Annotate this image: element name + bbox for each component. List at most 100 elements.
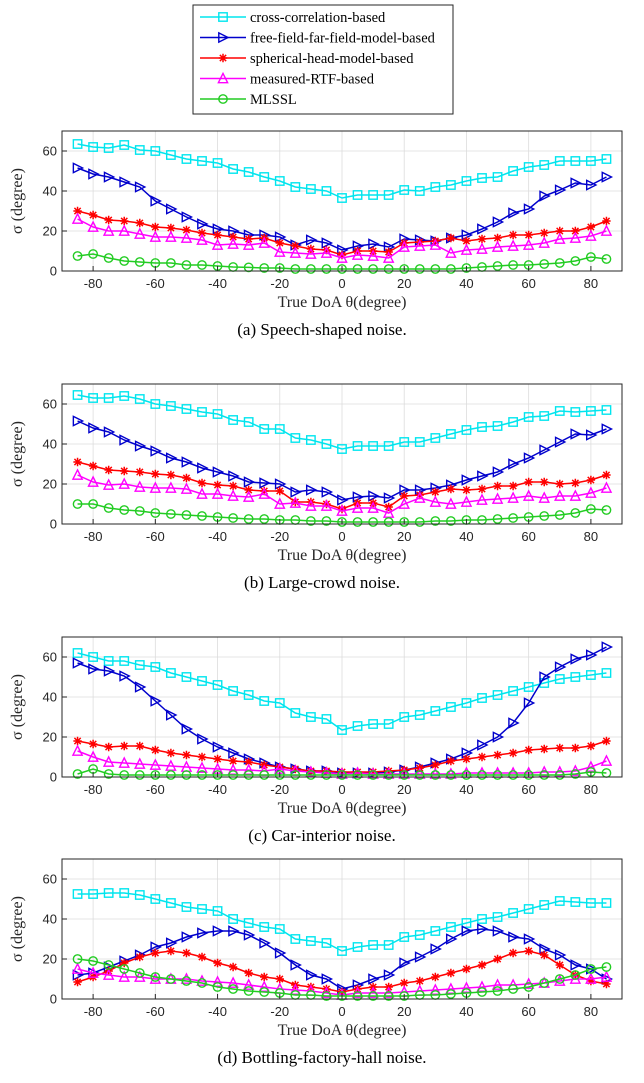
data-point	[197, 952, 207, 962]
data-point	[119, 176, 131, 188]
data-point	[508, 908, 519, 918]
data-point	[149, 758, 162, 770]
legend-label: MLSSL	[250, 92, 297, 108]
data-point	[119, 140, 130, 150]
data-point	[87, 475, 99, 487]
data-point	[321, 516, 332, 526]
data-point	[524, 745, 533, 755]
data-point	[570, 508, 581, 518]
data-point	[554, 770, 565, 780]
data-point	[227, 763, 239, 775]
data-point	[165, 898, 176, 908]
data-point	[134, 681, 147, 693]
data-point	[491, 492, 504, 504]
data-point	[258, 236, 270, 248]
data-point	[352, 770, 363, 780]
data-point	[367, 249, 379, 261]
data-point	[351, 501, 364, 513]
data-point	[228, 164, 239, 174]
data-point	[290, 959, 302, 971]
y-tick-label: 40	[43, 690, 57, 705]
data-point	[399, 437, 410, 447]
data-point	[570, 653, 582, 665]
data-point	[461, 263, 472, 273]
data-point	[445, 702, 456, 712]
data-point	[555, 226, 564, 236]
data-point	[492, 731, 505, 743]
data-point	[242, 978, 255, 990]
data-point	[87, 220, 99, 232]
data-point	[118, 477, 130, 489]
data-point	[228, 513, 239, 523]
data-point	[539, 671, 551, 683]
data-point	[258, 980, 270, 992]
data-point	[446, 233, 456, 243]
data-point	[134, 770, 145, 780]
x-tick-label: -80	[84, 529, 103, 544]
y-tick-label: 20	[43, 730, 57, 745]
data-point	[414, 491, 426, 503]
data-point	[554, 896, 565, 906]
data-point	[540, 950, 549, 960]
x-tick-label: -80	[84, 1004, 103, 1019]
data-point	[180, 972, 193, 984]
data-point	[151, 745, 160, 755]
chart-caption: (b) Large-crowd noise.	[244, 573, 400, 592]
data-point	[228, 984, 239, 994]
data-point	[103, 665, 116, 677]
data-point	[166, 748, 176, 758]
data-point	[570, 256, 581, 266]
data-point	[88, 142, 99, 152]
data-point	[399, 991, 410, 1001]
data-point	[274, 478, 287, 490]
data-point	[540, 477, 549, 487]
data-point	[508, 931, 520, 943]
data-point	[368, 264, 379, 274]
data-point	[291, 764, 300, 774]
data-point	[601, 962, 612, 972]
data-point	[586, 976, 596, 986]
data-point	[321, 237, 334, 249]
data-point	[150, 399, 161, 409]
data-point	[322, 245, 331, 255]
data-point	[72, 162, 85, 174]
x-tick-label: -40	[208, 529, 227, 544]
data-point	[415, 490, 424, 500]
data-point	[585, 229, 597, 241]
data-point	[368, 973, 380, 985]
data-point	[569, 231, 582, 243]
data-point	[88, 210, 98, 220]
data-point	[321, 938, 332, 948]
data-point	[461, 698, 472, 708]
data-point	[523, 412, 534, 422]
data-point	[414, 186, 425, 196]
data-point	[508, 481, 518, 491]
chart-panel: -80 -60 -40 -20 0 20 40 60 80 0 20 40 60 True DoA θ(d…	[9, 130, 623, 339]
data-point	[259, 424, 270, 434]
data-point	[212, 680, 223, 690]
data-point	[275, 762, 284, 772]
data-point	[523, 904, 534, 914]
data-point	[228, 232, 238, 242]
data-point	[243, 417, 254, 427]
data-point	[181, 456, 194, 468]
data-point	[508, 166, 519, 176]
data-point	[197, 770, 207, 780]
data-point	[242, 763, 255, 775]
data-point	[274, 245, 286, 257]
data-point	[352, 991, 363, 1001]
legend-entry: cross-correlation-based	[200, 10, 386, 26]
data-point	[151, 469, 160, 479]
data-point	[601, 423, 614, 435]
data-point	[445, 922, 456, 932]
data-point	[150, 195, 162, 207]
data-point	[321, 186, 332, 196]
data-point	[290, 433, 301, 443]
data-point	[165, 150, 176, 160]
data-point	[368, 441, 379, 451]
y-tick-label: 60	[43, 872, 57, 887]
data-point	[88, 652, 99, 662]
data-point	[415, 976, 424, 986]
data-point	[197, 228, 207, 238]
data-point	[71, 962, 84, 974]
